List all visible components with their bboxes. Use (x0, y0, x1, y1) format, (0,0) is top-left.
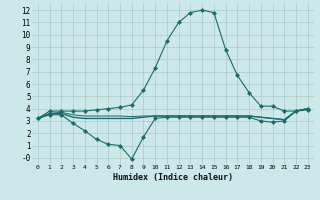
X-axis label: Humidex (Indice chaleur): Humidex (Indice chaleur) (113, 173, 233, 182)
